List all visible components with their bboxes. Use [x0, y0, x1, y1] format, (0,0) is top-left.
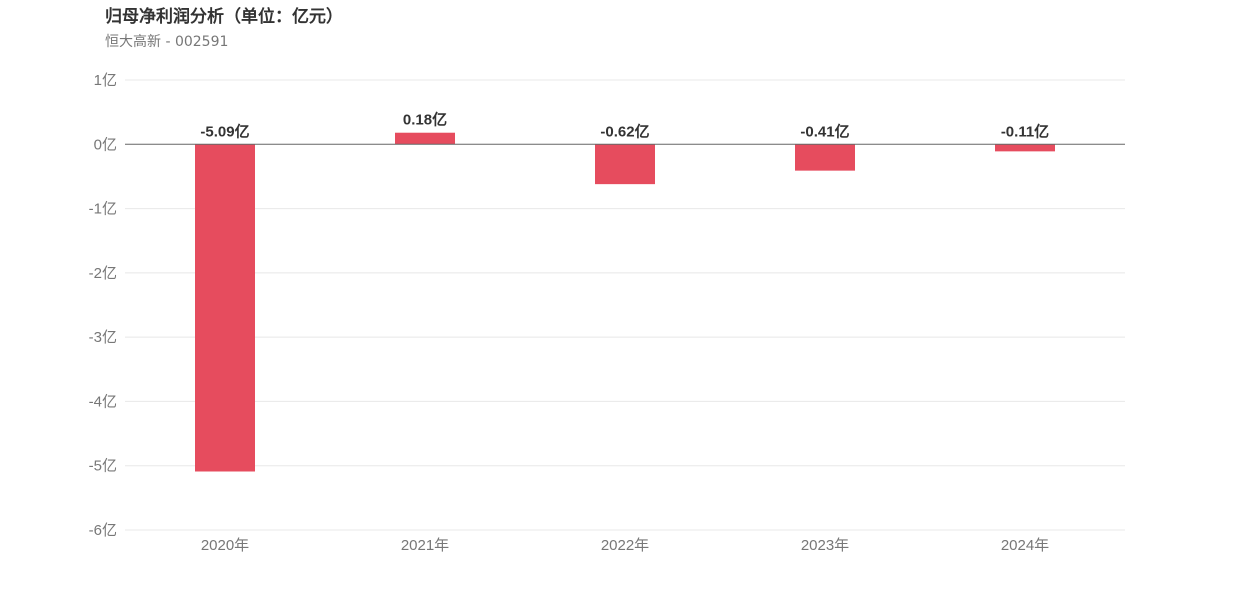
bar — [595, 144, 655, 185]
x-tick-label: 2023年 — [801, 537, 849, 554]
y-tick-label: 1亿 — [94, 72, 117, 89]
grid-lines — [125, 79, 1125, 531]
bar — [795, 144, 855, 171]
bar — [395, 132, 455, 145]
y-tick-label: -3亿 — [89, 329, 117, 346]
x-axis-ticks: 2020年 2021年 2022年 2023年 2024年 — [201, 537, 1049, 554]
x-tick-label: 2022年 — [601, 537, 649, 554]
data-label: -0.41亿 — [800, 122, 849, 140]
y-tick-label: -2亿 — [89, 265, 117, 282]
x-tick-label: 2024年 — [1001, 537, 1049, 554]
bar — [195, 144, 255, 472]
y-tick-label: -4亿 — [89, 393, 117, 410]
y-tick-label: -1亿 — [89, 201, 117, 218]
y-tick-label: -6亿 — [89, 522, 117, 539]
x-tick-label: 2020年 — [201, 537, 249, 554]
bars — [195, 132, 1055, 472]
chart-title: 归母净利润分析（单位：亿元） — [105, 7, 343, 27]
x-tick-label: 2021年 — [401, 537, 449, 554]
data-label: -0.11亿 — [1001, 122, 1049, 140]
chart-subtitle: 恒大高新 - 002591 — [105, 34, 229, 50]
data-labels: -5.09亿 0.18亿 -0.62亿 -0.41亿 -0.11亿 — [200, 111, 1049, 141]
data-label: -5.09亿 — [200, 122, 249, 140]
y-tick-label: 0亿 — [94, 136, 117, 153]
bar — [995, 144, 1055, 152]
y-tick-label: -5亿 — [89, 458, 117, 475]
data-label: -0.62亿 — [600, 122, 649, 140]
data-label: 0.18亿 — [403, 111, 447, 129]
y-axis-ticks: 1亿 0亿 -1亿 -2亿 -3亿 -4亿 -5亿 -6亿 — [89, 72, 117, 539]
